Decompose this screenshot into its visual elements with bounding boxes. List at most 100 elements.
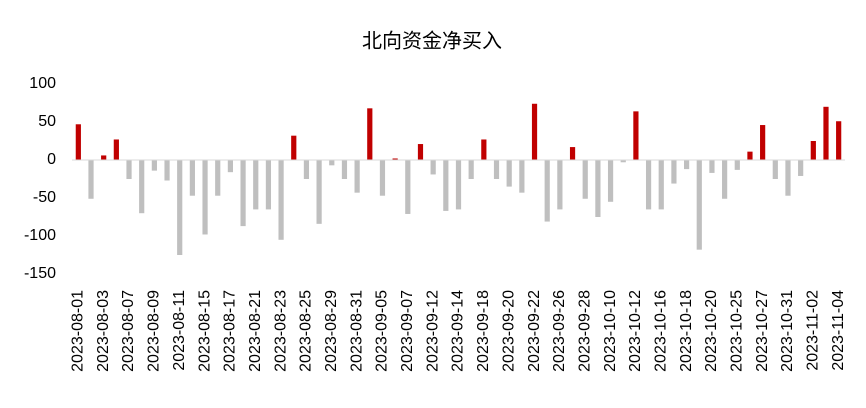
x-tick-label: 2023-11-04 [830, 290, 847, 371]
bar [75, 124, 81, 160]
x-tick-label: 2023-10-27 [754, 290, 771, 372]
bar [468, 160, 474, 179]
x-tick-label: 2023-09-20 [500, 290, 517, 372]
x-tick-label: 2023-09-26 [551, 290, 568, 372]
bar [709, 160, 715, 173]
x-tick-label: 2023-10-10 [602, 290, 619, 372]
bar [240, 160, 246, 227]
x-tick-label: 2023-08-09 [146, 290, 163, 372]
bar [683, 160, 690, 170]
x-tick-label: 2023-11-02 [805, 290, 822, 371]
bar [316, 160, 322, 224]
x-tick-label: 2023-10-16 [652, 290, 669, 372]
bar [101, 155, 107, 160]
bar [557, 160, 563, 210]
x-tick-label: 2023-08-21 [247, 290, 264, 372]
x-tick-label: 2023-08-07 [120, 290, 137, 372]
bar [798, 160, 804, 176]
bar [607, 160, 614, 202]
y-tick-label: 100 [29, 75, 56, 92]
x-tick-label: 2023-10-18 [678, 290, 695, 372]
bar [291, 135, 297, 160]
bar [544, 160, 550, 222]
x-tick-label: 2023-09-18 [475, 290, 492, 372]
bar [493, 160, 500, 179]
bar [164, 160, 170, 181]
bar [519, 160, 525, 193]
bar [620, 160, 626, 163]
bar [341, 160, 348, 179]
x-tick-label: 2023-10-25 [729, 290, 746, 372]
bar [760, 125, 766, 160]
bar [582, 160, 588, 199]
bar [189, 160, 195, 196]
bar [443, 160, 449, 211]
bar [88, 160, 94, 199]
bar [772, 160, 778, 179]
x-tick-label: 2023-09-07 [399, 290, 416, 372]
x-tick-label: 2023-08-03 [95, 290, 112, 372]
y-tick-label: -50 [33, 189, 56, 206]
bar [430, 160, 436, 175]
bar [734, 160, 740, 170]
y-tick-label: -100 [24, 227, 56, 244]
bar [836, 121, 842, 160]
x-tick-label: 2023-08-23 [272, 290, 289, 372]
x-tick-label: 2023-10-12 [627, 290, 644, 372]
bar [265, 160, 272, 210]
bar [227, 160, 234, 173]
bar [405, 160, 411, 214]
bar [392, 158, 398, 160]
bar [113, 139, 119, 160]
x-tick-label: 2023-08-17 [222, 290, 239, 372]
bar [633, 111, 639, 160]
x-tick-label: 2023-09-28 [576, 290, 593, 372]
x-tick-label: 2023-08-01 [70, 290, 87, 372]
bar [506, 160, 512, 187]
bar [747, 151, 753, 160]
bar [367, 108, 373, 160]
bar [645, 160, 652, 210]
bar [785, 160, 791, 196]
x-tick-label: 2023-08-25 [298, 290, 315, 372]
bar [202, 160, 208, 235]
bar [595, 160, 601, 217]
bar [379, 160, 386, 196]
bar [278, 160, 284, 240]
bar [329, 160, 335, 166]
bar [810, 141, 816, 160]
bar [139, 160, 145, 214]
y-tick-label: -150 [24, 265, 56, 282]
bar [354, 160, 360, 193]
bar [531, 103, 538, 160]
bar [658, 160, 664, 210]
bar [177, 160, 183, 255]
bar [481, 139, 487, 160]
bar [569, 147, 576, 160]
x-tick-label: 2023-10-20 [703, 290, 720, 372]
bar [671, 160, 677, 184]
x-tick-label: 2023-09-14 [450, 290, 467, 372]
y-tick-label: 0 [47, 151, 56, 168]
bar [126, 160, 132, 179]
y-tick-label: 50 [38, 113, 56, 130]
bar [722, 160, 728, 199]
bar [696, 160, 702, 250]
bar [151, 160, 157, 171]
bar [417, 144, 424, 160]
x-tick-label: 2023-09-05 [374, 290, 391, 372]
x-tick-label: 2023-09-12 [424, 290, 441, 372]
x-tick-label: 2023-08-29 [323, 290, 340, 372]
bar [455, 160, 462, 210]
bar [823, 106, 829, 160]
x-tick-label: 2023-08-15 [196, 290, 213, 372]
x-tick-label: 2023-09-22 [526, 290, 543, 372]
bar [215, 160, 221, 196]
bar [253, 160, 259, 210]
bar [303, 160, 310, 179]
chart-title: 北向资金净买入 [362, 29, 502, 52]
x-tick-label: 2023-08-11 [171, 290, 188, 371]
x-tick-label: 2023-08-31 [348, 290, 365, 372]
x-tick-label: 2023-10-31 [779, 290, 796, 372]
